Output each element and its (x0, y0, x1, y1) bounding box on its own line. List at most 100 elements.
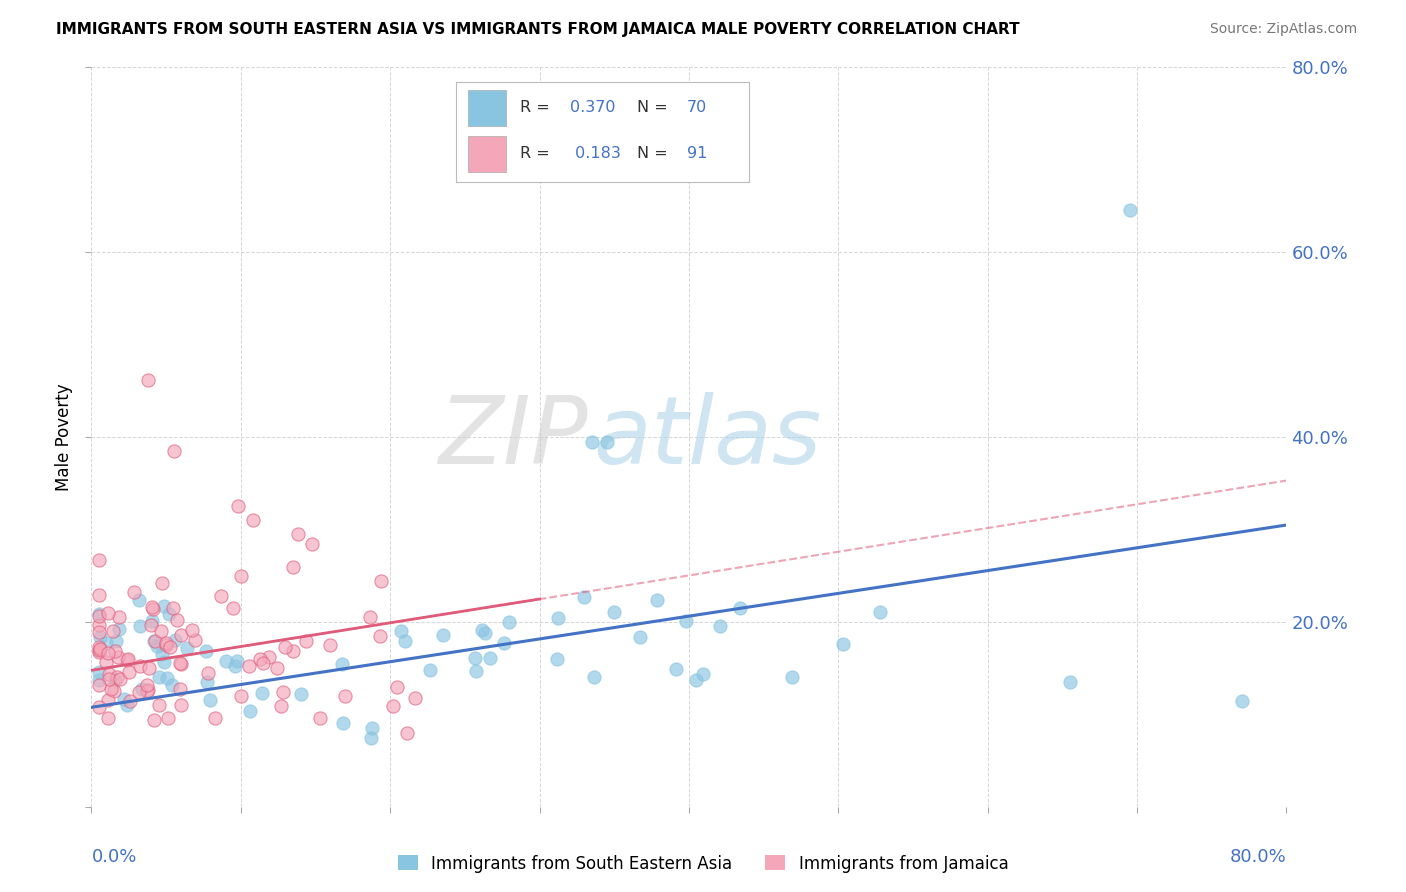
Point (359, 610, 381, 624)
Point (108, 672, 131, 686)
Text: Source: ZipAtlas.com: Source: ZipAtlas.com (1209, 22, 1357, 37)
Point (117, 652, 139, 666)
Point (87, 643, 110, 657)
Point (128, 685, 150, 699)
Point (471, 624, 494, 638)
Point (665, 662, 688, 676)
Point (112, 692, 135, 706)
Point (97, 646, 120, 660)
Point (155, 636, 177, 650)
Point (97, 607, 120, 621)
Point (394, 634, 416, 648)
Point (94, 655, 117, 669)
Point (368, 629, 391, 643)
Point (222, 600, 245, 615)
Point (128, 592, 150, 607)
Point (108, 610, 131, 624)
Point (129, 618, 152, 632)
Point (728, 601, 751, 615)
Point (389, 624, 412, 639)
Point (87, 625, 110, 640)
Point (360, 731, 382, 746)
Point (97, 693, 120, 707)
Point (105, 670, 128, 684)
Point (238, 658, 260, 673)
Point (546, 652, 568, 666)
Point (370, 574, 392, 588)
Point (87, 588, 110, 602)
Point (87, 678, 110, 692)
Point (107, 622, 129, 636)
Point (266, 661, 288, 675)
Point (225, 654, 247, 668)
Point (100, 682, 122, 697)
Legend: Immigrants from South Eastern Asia, Immigrants from Jamaica: Immigrants from South Eastern Asia, Immi… (391, 848, 1015, 880)
Point (143, 633, 166, 648)
Point (135, 684, 157, 698)
Point (101, 624, 124, 639)
Point (271, 685, 294, 699)
Point (142, 602, 165, 616)
Point (628, 631, 651, 645)
Point (209, 589, 232, 603)
Point (150, 647, 173, 661)
Point (128, 659, 150, 673)
Point (581, 434, 603, 449)
Point (330, 657, 353, 672)
Point (105, 633, 128, 648)
Point (780, 670, 803, 684)
Point (290, 687, 312, 701)
Point (148, 670, 170, 684)
Point (87, 607, 110, 621)
Point (153, 655, 176, 669)
Point (139, 617, 162, 632)
Point (141, 600, 163, 615)
Point (709, 619, 731, 633)
Point (118, 665, 141, 680)
Point (89, 630, 111, 644)
Point (162, 444, 184, 458)
Point (195, 675, 218, 690)
Point (153, 599, 176, 614)
Point (396, 726, 419, 740)
Point (333, 689, 356, 703)
Point (146, 639, 169, 653)
Point (142, 713, 165, 727)
Point (498, 615, 520, 629)
Point (194, 644, 217, 658)
Point (87, 609, 110, 624)
Point (231, 568, 253, 582)
Point (138, 660, 160, 674)
Point (361, 722, 384, 736)
Point (582, 670, 605, 684)
Point (103, 684, 125, 698)
Point (87, 640, 110, 655)
Point (148, 698, 170, 713)
Point (250, 686, 273, 700)
Point (259, 650, 281, 665)
Point (152, 576, 174, 591)
Point (832, 637, 855, 651)
Point (547, 611, 569, 625)
Point (249, 652, 271, 666)
Text: 80.0%: 80.0% (1230, 848, 1286, 866)
Point (494, 636, 516, 650)
Point (122, 585, 145, 599)
Point (143, 633, 166, 648)
Point (692, 667, 714, 681)
Point (287, 527, 309, 541)
Point (226, 500, 249, 514)
Point (215, 654, 238, 668)
Point (381, 699, 404, 714)
Text: atlas: atlas (593, 392, 821, 483)
Point (169, 628, 191, 642)
Point (1230, 694, 1253, 708)
Y-axis label: Male Poverty: Male Poverty (55, 384, 73, 491)
Point (155, 638, 177, 652)
Point (156, 671, 179, 685)
Point (308, 711, 330, 725)
Point (603, 605, 626, 619)
Point (87, 553, 110, 567)
Point (464, 650, 486, 665)
Point (224, 658, 246, 673)
